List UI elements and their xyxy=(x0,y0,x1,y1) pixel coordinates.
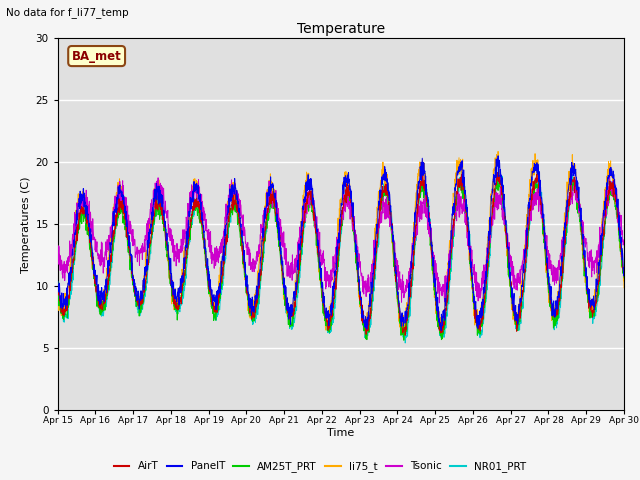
Line: NR01_PRT: NR01_PRT xyxy=(58,170,624,343)
Legend: AirT, PanelT, AM25T_PRT, li75_t, Tsonic, NR01_PRT: AirT, PanelT, AM25T_PRT, li75_t, Tsonic,… xyxy=(109,457,531,477)
AirT xyxy=(506,276,514,282)
AM25T_PRT xyxy=(571,182,579,188)
PanelT xyxy=(54,277,61,283)
NR01_PRT xyxy=(370,288,378,294)
AM25T_PRT xyxy=(506,282,514,288)
PanelT xyxy=(506,271,514,277)
PanelT xyxy=(620,265,628,271)
Line: Tsonic: Tsonic xyxy=(58,175,624,303)
NR01_PRT xyxy=(54,279,61,285)
PanelT xyxy=(571,161,579,167)
AM25T_PRT xyxy=(586,308,594,314)
AM25T_PRT xyxy=(400,337,408,343)
AirT xyxy=(357,294,365,300)
AirT xyxy=(370,279,378,285)
Text: No data for f_li77_temp: No data for f_li77_temp xyxy=(6,7,129,18)
Tsonic xyxy=(570,185,578,191)
Line: AM25T_PRT: AM25T_PRT xyxy=(58,175,624,340)
PanelT xyxy=(370,270,378,276)
AM25T_PRT xyxy=(370,287,378,292)
AirT xyxy=(586,300,594,305)
Title: Temperature: Temperature xyxy=(297,22,385,36)
li75_t xyxy=(357,311,365,317)
PanelT xyxy=(212,304,220,310)
Line: li75_t: li75_t xyxy=(58,152,624,336)
Tsonic xyxy=(54,254,61,260)
Tsonic xyxy=(586,249,594,254)
NR01_PRT xyxy=(401,340,409,346)
li75_t xyxy=(362,333,369,338)
li75_t xyxy=(586,301,594,307)
li75_t xyxy=(54,287,61,292)
Tsonic xyxy=(620,241,628,247)
AirT xyxy=(493,170,501,176)
AM25T_PRT xyxy=(494,172,502,178)
AM25T_PRT xyxy=(54,291,61,297)
Tsonic xyxy=(357,273,365,279)
Tsonic xyxy=(506,251,513,257)
Y-axis label: Temperatures (C): Temperatures (C) xyxy=(21,176,31,273)
NR01_PRT xyxy=(357,299,365,304)
PanelT xyxy=(494,153,502,159)
li75_t xyxy=(370,253,378,259)
PanelT xyxy=(357,295,365,301)
NR01_PRT xyxy=(586,303,594,309)
Tsonic xyxy=(212,263,220,268)
AirT xyxy=(620,271,628,277)
li75_t xyxy=(571,167,579,172)
X-axis label: Time: Time xyxy=(327,428,355,438)
Tsonic xyxy=(370,257,378,263)
li75_t xyxy=(494,149,502,155)
Line: AirT: AirT xyxy=(58,173,624,336)
Tsonic xyxy=(605,172,613,178)
Line: PanelT: PanelT xyxy=(58,156,624,331)
PanelT xyxy=(437,328,445,334)
AirT xyxy=(401,333,409,338)
li75_t xyxy=(620,285,628,291)
Text: BA_met: BA_met xyxy=(72,49,122,62)
NR01_PRT xyxy=(506,268,514,274)
AirT xyxy=(212,302,220,308)
AirT xyxy=(54,281,61,287)
NR01_PRT xyxy=(571,184,579,190)
AM25T_PRT xyxy=(212,312,220,317)
NR01_PRT xyxy=(458,168,465,173)
li75_t xyxy=(506,279,514,285)
Tsonic xyxy=(435,300,443,306)
AM25T_PRT xyxy=(357,306,365,312)
AM25T_PRT xyxy=(620,275,628,281)
PanelT xyxy=(586,300,594,306)
NR01_PRT xyxy=(620,269,628,275)
NR01_PRT xyxy=(212,313,220,319)
AirT xyxy=(571,176,579,182)
li75_t xyxy=(212,295,220,301)
